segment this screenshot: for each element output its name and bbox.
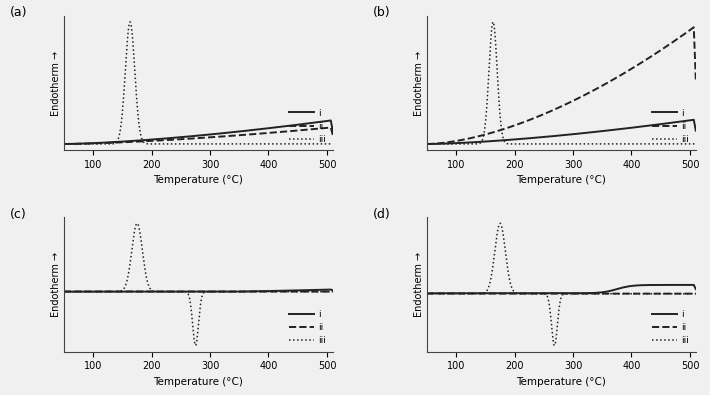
X-axis label: Temperature (°C): Temperature (°C) — [153, 175, 244, 185]
Text: (d): (d) — [373, 208, 391, 221]
Legend: i, ii, iii: i, ii, iii — [650, 107, 692, 146]
Legend: i, ii, iii: i, ii, iii — [287, 308, 328, 347]
X-axis label: Temperature (°C): Temperature (°C) — [516, 377, 606, 387]
Text: (a): (a) — [10, 6, 28, 19]
Text: (b): (b) — [373, 6, 391, 19]
Y-axis label: Endotherm →: Endotherm → — [414, 252, 424, 317]
X-axis label: Temperature (°C): Temperature (°C) — [516, 175, 606, 185]
Y-axis label: Endotherm →: Endotherm → — [51, 252, 61, 317]
Legend: i, ii, iii: i, ii, iii — [650, 308, 692, 347]
X-axis label: Temperature (°C): Temperature (°C) — [153, 377, 244, 387]
Text: (c): (c) — [10, 208, 27, 221]
Y-axis label: Endotherm →: Endotherm → — [414, 51, 424, 115]
Y-axis label: Endotherm →: Endotherm → — [51, 51, 61, 115]
Legend: i, ii, iii: i, ii, iii — [287, 107, 328, 146]
